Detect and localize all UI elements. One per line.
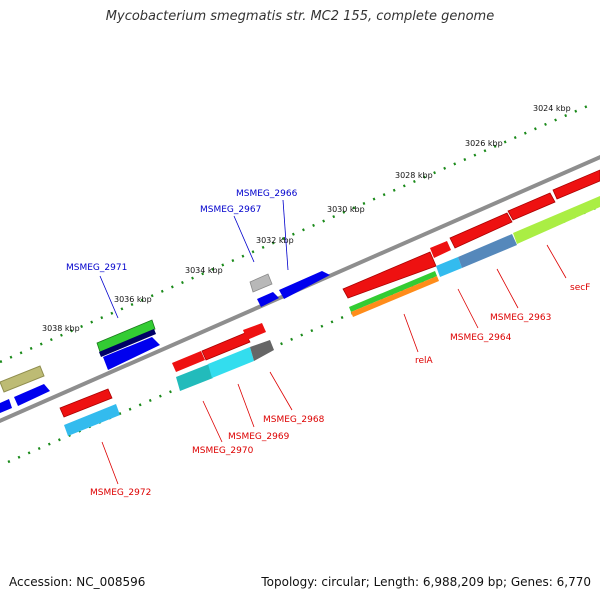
gene-arrow[interactable] — [430, 241, 451, 258]
reverse-genes — [59, 169, 600, 436]
gene-arrow[interactable] — [103, 337, 160, 370]
scale-label: 3036 kbp — [114, 295, 152, 304]
gene-arrow[interactable] — [279, 271, 330, 299]
gene-arrow[interactable] — [351, 276, 439, 317]
gene-arrow[interactable] — [249, 273, 273, 293]
gene-label[interactable]: MSMEG_2969 — [228, 432, 290, 442]
gene-arrow[interactable] — [0, 399, 12, 413]
forward-genes — [0, 271, 330, 413]
gene-arrow[interactable] — [507, 192, 556, 221]
scale-label: 3034 kbp — [185, 266, 223, 275]
gene-arrow[interactable] — [458, 234, 517, 268]
gene-label[interactable]: MSMEG_2970 — [192, 446, 254, 456]
gene-arrow[interactable] — [96, 319, 156, 353]
label-connectors — [99, 199, 567, 485]
gene-label[interactable]: MSMEG_2963 — [490, 313, 551, 323]
scale-label: 3030 kbp — [327, 205, 365, 214]
gene-arrow[interactable] — [64, 404, 120, 436]
scale-label: 3032 kbp — [256, 236, 294, 245]
scale-label: 3028 kbp — [395, 171, 433, 180]
gene-arrow[interactable] — [250, 340, 274, 361]
gene-label[interactable]: MSMEG_2964 — [450, 333, 512, 343]
gene-arrow[interactable] — [172, 351, 205, 372]
gene-arrow[interactable] — [436, 257, 462, 277]
genome-stats-text: Topology: circular; Length: 6,988,209 bp… — [261, 575, 591, 589]
scale-label: 3038 kbp — [42, 324, 80, 333]
gene-label[interactable]: MSMEG_2971 — [66, 263, 127, 273]
accession-text: Accession: NC_008596 — [9, 575, 146, 589]
gene-arrow[interactable] — [208, 347, 254, 378]
scale-label: 3026 kbp — [465, 139, 503, 148]
gene-label[interactable]: secF — [570, 283, 590, 293]
gene-arrow[interactable] — [257, 292, 279, 307]
gene-arrow[interactable] — [449, 212, 513, 249]
gene-arrow[interactable] — [176, 364, 213, 391]
gene-arrow[interactable] — [513, 196, 600, 244]
gene-label[interactable]: MSMEG_2967 — [200, 205, 261, 215]
gene-label[interactable]: MSMEG_2966 — [236, 189, 298, 199]
gene-arrow[interactable] — [349, 271, 437, 312]
gene-arrow[interactable] — [99, 329, 156, 357]
gene-arrow[interactable] — [552, 169, 600, 200]
gene-arrow[interactable] — [201, 332, 251, 361]
gene-label[interactable]: MSMEG_2968 — [263, 415, 325, 425]
gene-arrow[interactable] — [59, 388, 113, 418]
gene-label[interactable]: relA — [415, 356, 434, 366]
scale-label: 3024 kbp — [533, 104, 571, 113]
gene-arrow[interactable] — [243, 323, 266, 340]
gene-label[interactable]: MSMEG_2972 — [90, 488, 151, 498]
gene-arrow[interactable] — [14, 384, 50, 406]
map-title: Mycobacterium smegmatis str. MC2 155, co… — [105, 9, 495, 24]
gene-arrow[interactable] — [0, 365, 45, 393]
